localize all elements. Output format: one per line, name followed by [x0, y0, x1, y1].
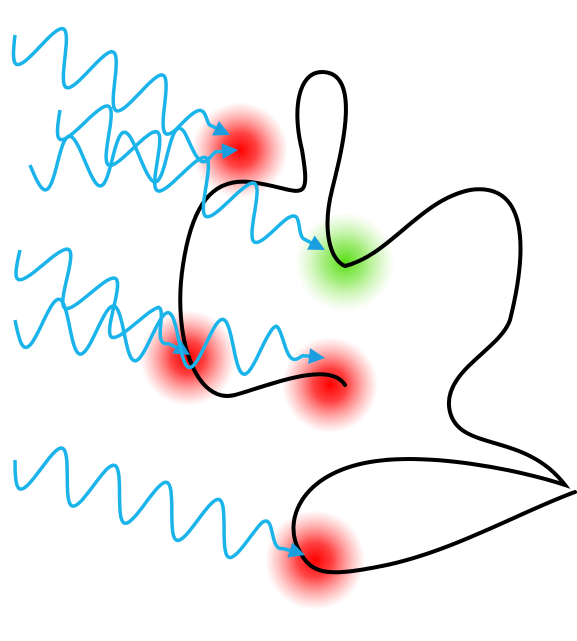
green-spot	[295, 212, 395, 312]
red-spot	[265, 510, 365, 610]
illustration	[0, 0, 577, 641]
red-spot	[282, 337, 378, 433]
